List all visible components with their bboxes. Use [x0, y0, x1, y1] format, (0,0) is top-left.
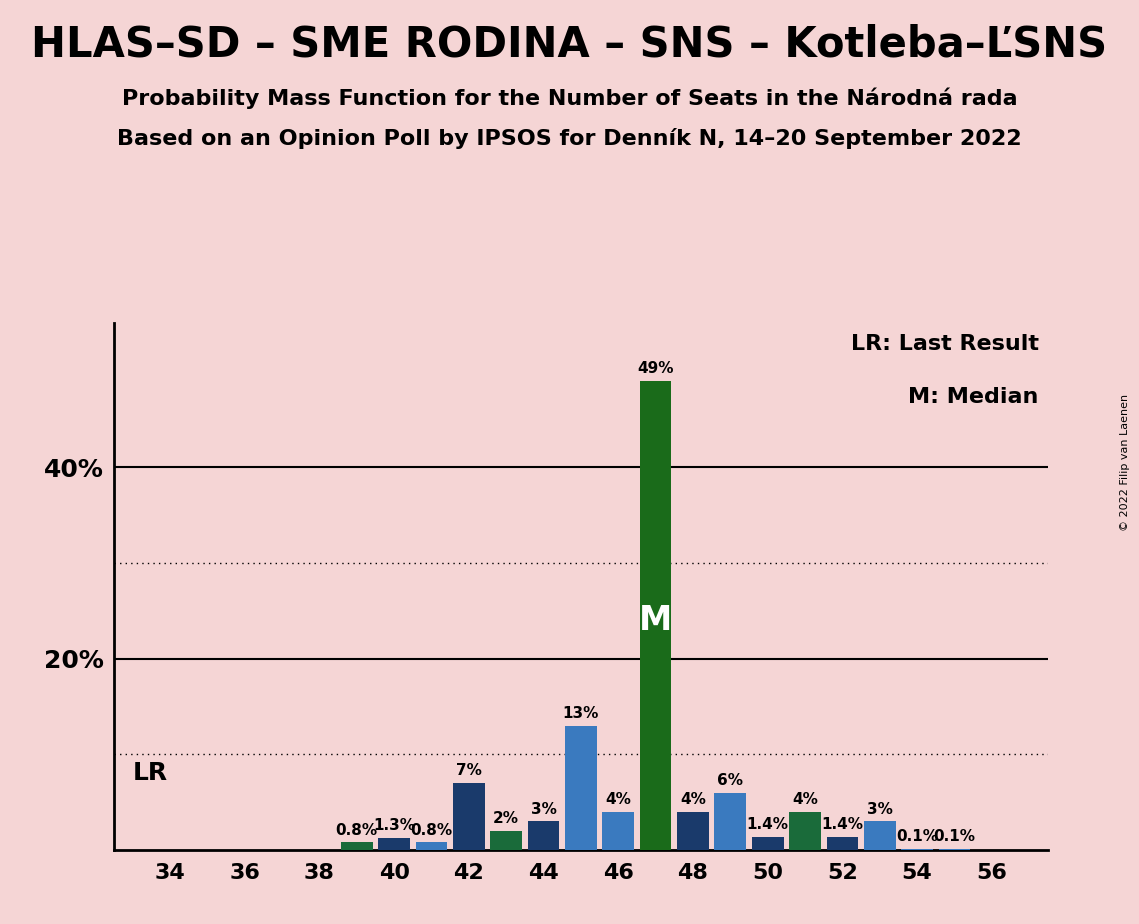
Bar — [752, 836, 784, 850]
Text: 3%: 3% — [531, 801, 557, 817]
Bar — [939, 849, 970, 850]
Text: 0.1%: 0.1% — [934, 830, 975, 845]
Bar — [901, 849, 933, 850]
Text: HLAS–SD – SME RODINA – SNS – Kotleba–ĽSNS: HLAS–SD – SME RODINA – SNS – Kotleba–ĽSN… — [32, 23, 1107, 65]
Text: 49%: 49% — [638, 361, 674, 376]
Bar — [677, 812, 708, 850]
Bar — [640, 381, 672, 850]
Text: Based on an Opinion Poll by IPSOS for Denník N, 14–20 September 2022: Based on an Opinion Poll by IPSOS for De… — [117, 128, 1022, 149]
Bar — [527, 821, 559, 850]
Bar — [789, 812, 821, 850]
Text: 6%: 6% — [718, 772, 744, 788]
Text: 0.1%: 0.1% — [896, 830, 939, 845]
Text: M: M — [639, 603, 672, 637]
Text: 1.4%: 1.4% — [747, 817, 788, 832]
Text: 4%: 4% — [605, 792, 631, 807]
Bar — [416, 843, 448, 850]
Text: 1.3%: 1.3% — [374, 818, 415, 833]
Bar — [827, 836, 859, 850]
Bar — [714, 793, 746, 850]
Bar — [490, 831, 522, 850]
Text: LR: Last Result: LR: Last Result — [851, 334, 1039, 354]
Bar — [378, 838, 410, 850]
Text: Probability Mass Function for the Number of Seats in the Národná rada: Probability Mass Function for the Number… — [122, 88, 1017, 109]
Text: 2%: 2% — [493, 811, 519, 826]
Text: 13%: 13% — [563, 706, 599, 721]
Text: 4%: 4% — [680, 792, 706, 807]
Text: 0.8%: 0.8% — [410, 822, 452, 838]
Text: 7%: 7% — [456, 763, 482, 778]
Bar — [341, 843, 372, 850]
Text: M: Median: M: Median — [908, 386, 1039, 407]
Text: 0.8%: 0.8% — [336, 822, 378, 838]
Bar — [863, 821, 895, 850]
Text: LR: LR — [132, 761, 167, 785]
Text: 3%: 3% — [867, 801, 893, 817]
Text: © 2022 Filip van Laenen: © 2022 Filip van Laenen — [1120, 394, 1130, 530]
Bar — [453, 783, 485, 850]
Bar — [603, 812, 634, 850]
Bar — [565, 725, 597, 850]
Text: 4%: 4% — [792, 792, 818, 807]
Text: 1.4%: 1.4% — [821, 817, 863, 832]
